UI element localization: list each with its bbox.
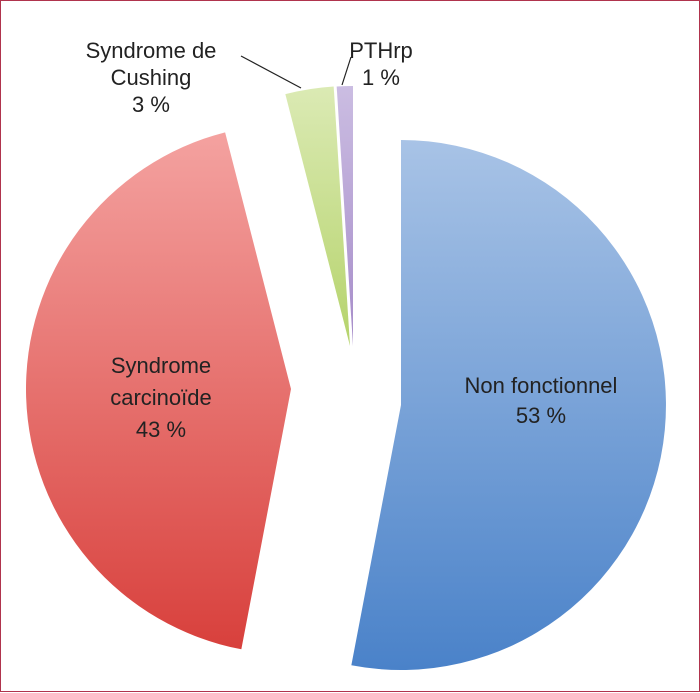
slice-label: Cushing xyxy=(111,65,192,90)
pie-slice-pthrp xyxy=(336,85,353,346)
slice-label: Syndrome de xyxy=(86,38,217,63)
slice-label: 53 % xyxy=(516,403,566,428)
slice-label: 3 % xyxy=(132,92,170,117)
slice-label: Syndrome xyxy=(111,353,211,378)
slice-label: Non fonctionnel xyxy=(465,373,618,398)
leader-line xyxy=(240,55,302,89)
slice-label: PTHrp xyxy=(349,38,413,63)
slice-label: 43 % xyxy=(136,417,186,442)
pie-slice-non-fonctionnel xyxy=(351,140,666,670)
pie-slice-syndrome-carcino-de xyxy=(26,132,291,650)
slice-label: carcinoïde xyxy=(110,385,212,410)
slice-label: 1 % xyxy=(362,65,400,90)
leader-line xyxy=(341,56,352,86)
pie-slice-syndrome-de-cushing xyxy=(285,86,350,346)
